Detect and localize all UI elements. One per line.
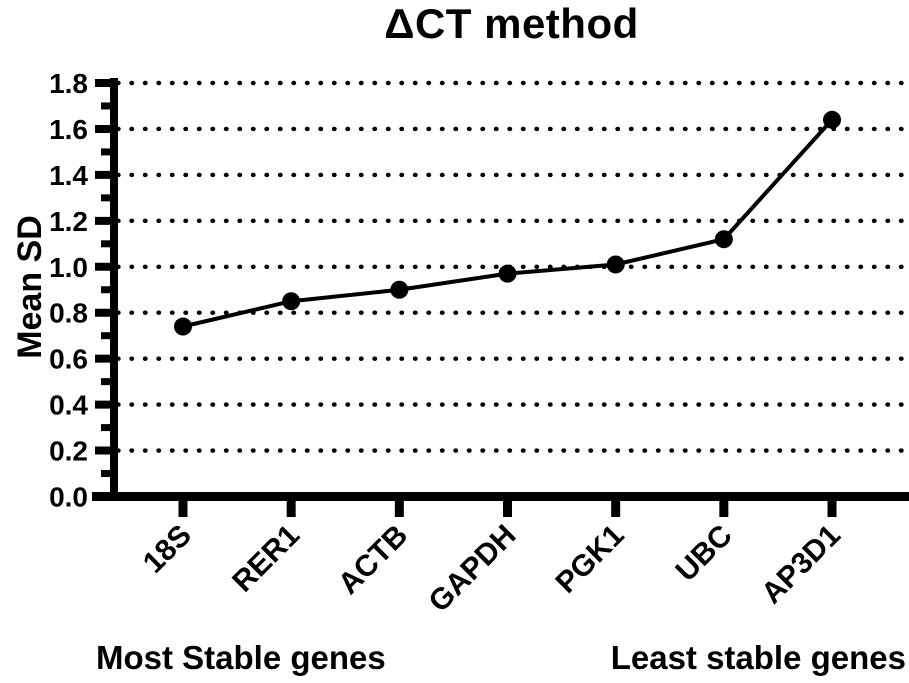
- data-point: [174, 317, 192, 336]
- data-point: [390, 280, 409, 299]
- data-point: [498, 264, 517, 283]
- y-tick-label: 0.2: [49, 436, 88, 467]
- data-point: [823, 110, 842, 129]
- data-line: [182, 118, 834, 329]
- x-category-label: AP3D1: [755, 519, 847, 611]
- y-tick-label: 1.0: [49, 252, 88, 283]
- x-category-label: 18S: [137, 519, 198, 580]
- group-label-least-stable: Least stable genes: [610, 639, 906, 676]
- x-category-label: RER1: [226, 519, 306, 599]
- y-tick-label: 1.6: [49, 114, 88, 145]
- x-category-label: GAPDH: [423, 519, 523, 619]
- y-tick-label: 0.6: [49, 344, 88, 375]
- x-category-label: ACTB: [332, 519, 414, 601]
- y-tick-label: 0.0: [49, 482, 88, 513]
- y-tick-label: 1.8: [49, 68, 88, 99]
- group-label-most-stable: Most Stable genes: [96, 639, 386, 676]
- data-point: [714, 230, 733, 249]
- data-point: [282, 292, 301, 311]
- y-tick-label: 1.2: [49, 206, 88, 237]
- x-category-label: UBC: [670, 519, 739, 588]
- chart-title: ΔCT method: [384, 0, 639, 47]
- x-category-label: PGK1: [550, 519, 631, 600]
- y-tick-label: 1.4: [49, 160, 88, 191]
- y-tick-label: 0.8: [49, 298, 88, 329]
- data-point: [606, 255, 625, 274]
- y-tick-label: 0.4: [49, 390, 88, 421]
